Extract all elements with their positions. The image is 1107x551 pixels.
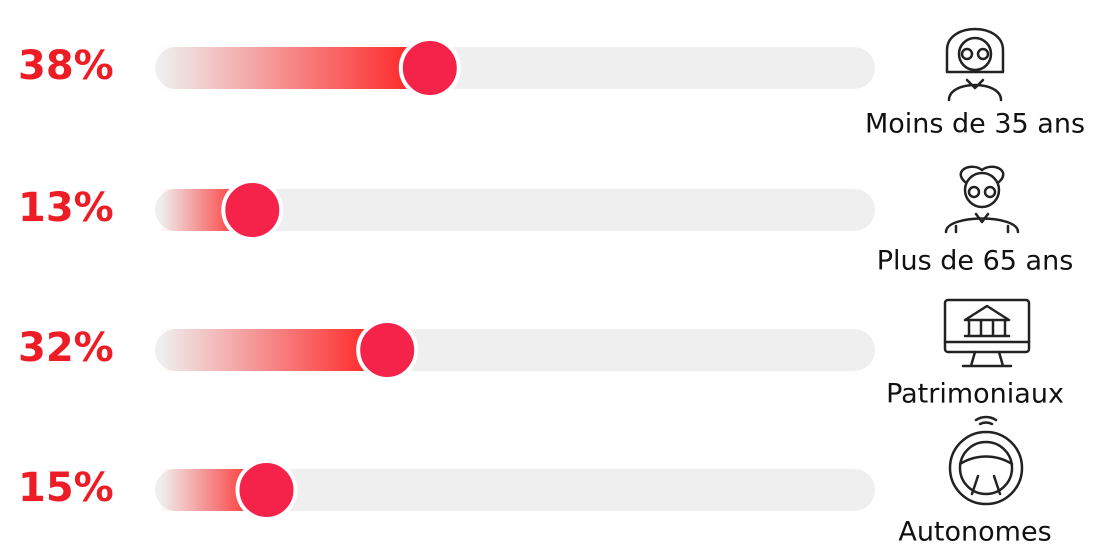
- slider-knob: [398, 37, 461, 99]
- icon-young-person: [945, 27, 1005, 102]
- track: [155, 189, 875, 231]
- category-label: Moins de 35 ans: [865, 109, 1085, 140]
- icon-bank-computer: [943, 298, 1031, 368]
- value-label: 38%: [18, 43, 114, 89]
- slider-knob: [221, 179, 284, 241]
- icon-steering-wheel: [948, 415, 1024, 506]
- value-label: 32%: [18, 325, 114, 371]
- track: [155, 469, 875, 511]
- slider-fill: [160, 329, 388, 371]
- slider-knob: [356, 319, 419, 381]
- slider-fill: [160, 47, 430, 89]
- value-label: 13%: [18, 185, 114, 231]
- icon-old-person: [944, 165, 1020, 234]
- value-label: 15%: [18, 465, 114, 511]
- slider-knob: [235, 459, 298, 521]
- category-label: Autonomes: [898, 517, 1051, 548]
- category-label: Plus de 65 ans: [877, 246, 1074, 277]
- category-label: Patrimoniaux: [886, 379, 1064, 410]
